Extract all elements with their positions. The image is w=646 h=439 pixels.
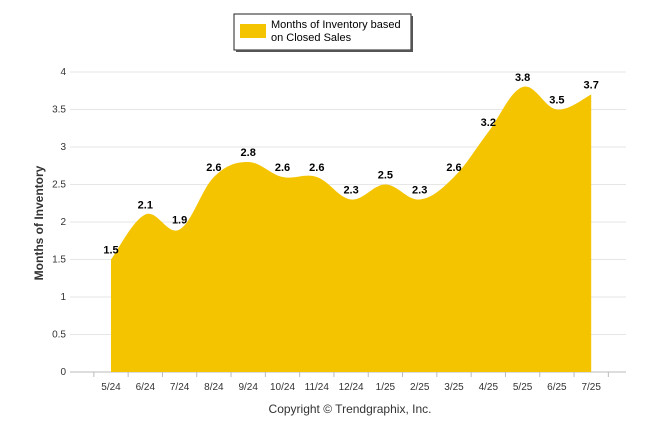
x-tick-label: 5/24 bbox=[101, 382, 121, 393]
axis-layer: 0 0.5 1 1.5 2 2.5 3 3.5 4 5/24 6/24 7/24 8/24 9/24 10/… bbox=[52, 67, 609, 393]
y-tick-label: 3.5 bbox=[52, 105, 66, 116]
data-label: 2.6 bbox=[309, 162, 324, 174]
data-label-layer: 1.5 2.1 1.9 2.6 2.8 2.6 2.6 2.3 2.5 2.3 2.6 3.2 3.8 3… bbox=[103, 72, 598, 257]
legend-box-shadow-bottom bbox=[236, 50, 413, 52]
legend-line-2: on Closed Sales bbox=[271, 32, 352, 44]
area-layer bbox=[111, 86, 592, 372]
y-tick-label: 2.5 bbox=[52, 180, 66, 191]
y-tick-label: 1 bbox=[60, 292, 66, 303]
y-axis-title: Months of Inventory bbox=[32, 165, 46, 280]
x-tick-label: 7/25 bbox=[581, 382, 601, 393]
data-label: 2.5 bbox=[378, 170, 393, 182]
legend: Months of Inventory based on Closed Sale… bbox=[233, 13, 413, 52]
x-tick-label: 12/24 bbox=[339, 382, 364, 393]
data-label: 2.8 bbox=[241, 147, 256, 159]
x-tick-label: 6/25 bbox=[547, 382, 567, 393]
y-tick-label: 1.5 bbox=[52, 255, 66, 266]
legend-line-1: Months of Inventory based bbox=[271, 19, 401, 31]
data-label: 2.6 bbox=[446, 162, 461, 174]
data-label: 1.9 bbox=[172, 215, 187, 227]
y-tick-label: 4 bbox=[60, 67, 66, 78]
x-tick-label: 7/24 bbox=[170, 382, 190, 393]
data-label: 2.3 bbox=[412, 185, 427, 197]
data-label: 3.8 bbox=[515, 72, 530, 84]
y-tick-label: 2 bbox=[60, 217, 66, 228]
data-label: 2.3 bbox=[343, 185, 358, 197]
data-label: 1.5 bbox=[103, 245, 118, 257]
x-tick-label: 10/24 bbox=[270, 382, 295, 393]
x-tick-label: 9/24 bbox=[238, 382, 258, 393]
x-tick-label: 11/24 bbox=[305, 382, 330, 393]
x-tick-label: 5/25 bbox=[513, 382, 533, 393]
x-tick-label: 4/25 bbox=[479, 382, 499, 393]
legend-swatch bbox=[240, 24, 266, 38]
data-label: 3.5 bbox=[549, 95, 564, 107]
x-tick-label: 6/24 bbox=[136, 382, 156, 393]
data-label: 2.6 bbox=[275, 162, 290, 174]
data-label: 2.1 bbox=[138, 200, 153, 212]
x-tick-label: 2/25 bbox=[410, 382, 430, 393]
x-tick-label: 1/25 bbox=[376, 382, 396, 393]
x-tick-label: 8/24 bbox=[204, 382, 224, 393]
y-tick-label: 3 bbox=[60, 142, 66, 153]
legend-box-shadow-right bbox=[411, 16, 413, 52]
area-series bbox=[111, 86, 592, 372]
y-tick-label: 0 bbox=[60, 367, 66, 378]
data-label: 3.7 bbox=[584, 80, 599, 92]
data-label: 2.6 bbox=[206, 162, 221, 174]
copyright: Copyright © Trendgraphix, Inc. bbox=[269, 402, 432, 416]
y-tick-label: 0.5 bbox=[52, 330, 66, 341]
data-label: 3.2 bbox=[481, 117, 496, 129]
x-tick-label: 3/25 bbox=[444, 382, 464, 393]
